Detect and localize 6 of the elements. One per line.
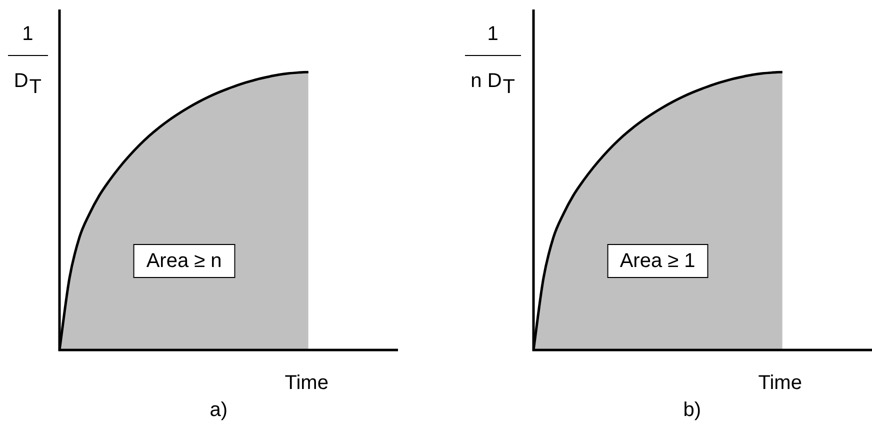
annotation: Area ≥ n bbox=[133, 244, 235, 278]
text: a) bbox=[210, 399, 228, 421]
x-axis-title: Time bbox=[758, 372, 802, 394]
annotation: Area ≥ 1 bbox=[606, 244, 708, 278]
x-axis-title: Time bbox=[284, 372, 328, 394]
text: b) bbox=[683, 399, 701, 421]
